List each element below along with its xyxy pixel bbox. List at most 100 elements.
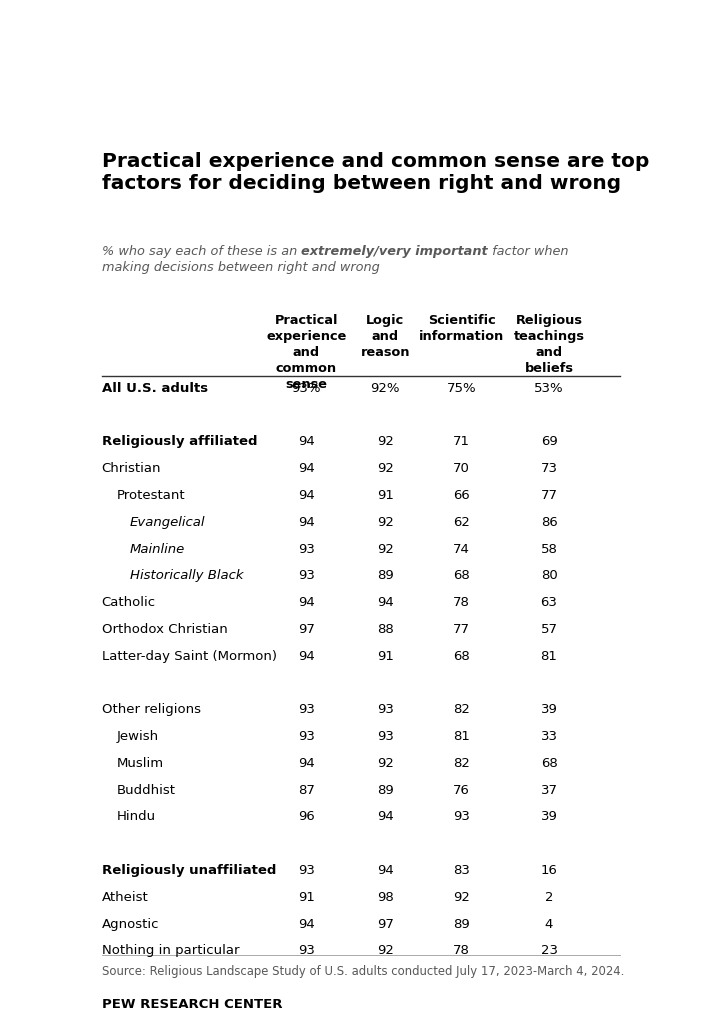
Text: 94: 94 — [298, 757, 315, 770]
Text: 68: 68 — [541, 757, 558, 770]
Text: 83: 83 — [453, 864, 470, 877]
Text: 93: 93 — [453, 810, 470, 824]
Text: 74: 74 — [453, 542, 470, 555]
Text: 86: 86 — [541, 516, 558, 529]
Text: Source: Religious Landscape Study of U.S. adults conducted July 17, 2023-March 4: Source: Religious Landscape Study of U.S… — [101, 965, 624, 978]
Text: 80: 80 — [541, 570, 558, 582]
Text: Mainline: Mainline — [130, 542, 185, 555]
Text: 92: 92 — [377, 542, 394, 555]
Text: Other religions: Other religions — [101, 703, 201, 716]
Text: 70: 70 — [453, 462, 470, 476]
Text: 39: 39 — [541, 810, 558, 824]
Text: 78: 78 — [453, 596, 470, 609]
Text: Practical
experience
and
common
sense: Practical experience and common sense — [266, 314, 346, 391]
Text: 16: 16 — [541, 864, 558, 877]
Text: 96: 96 — [298, 810, 315, 824]
Text: 94: 94 — [377, 810, 394, 824]
Text: 2: 2 — [545, 891, 553, 903]
Text: 93: 93 — [298, 944, 315, 958]
Text: Agnostic: Agnostic — [101, 918, 159, 931]
Text: 93: 93 — [377, 703, 394, 716]
Text: 92%: 92% — [370, 382, 400, 395]
Text: 93: 93 — [298, 730, 315, 743]
Text: 92: 92 — [377, 516, 394, 529]
Text: 69: 69 — [541, 436, 558, 448]
Text: 94: 94 — [298, 462, 315, 476]
Text: 81: 81 — [541, 650, 558, 663]
Text: Atheist: Atheist — [101, 891, 149, 903]
Text: Religiously unaffiliated: Religiously unaffiliated — [101, 864, 276, 877]
Text: 81: 81 — [453, 730, 470, 743]
Text: 94: 94 — [298, 650, 315, 663]
Text: extremely/very important: extremely/very important — [301, 244, 488, 258]
Text: Hindu: Hindu — [117, 810, 156, 824]
Text: 33: 33 — [541, 730, 558, 743]
Text: 88: 88 — [377, 623, 394, 636]
Text: 92: 92 — [377, 944, 394, 958]
Text: PEW RESEARCH CENTER: PEW RESEARCH CENTER — [101, 997, 282, 1011]
Text: Latter-day Saint (Mormon): Latter-day Saint (Mormon) — [101, 650, 277, 663]
Text: 37: 37 — [541, 784, 558, 797]
Text: 77: 77 — [453, 623, 470, 636]
Text: Practical experience and common sense are top
factors for deciding between right: Practical experience and common sense ar… — [101, 151, 649, 193]
Text: 93%: 93% — [291, 382, 321, 395]
Text: 78: 78 — [453, 944, 470, 958]
Text: 82: 82 — [453, 703, 470, 716]
Text: 92: 92 — [377, 757, 394, 770]
Text: 94: 94 — [298, 436, 315, 448]
Text: Nothing in particular: Nothing in particular — [101, 944, 239, 958]
Text: Orthodox Christian: Orthodox Christian — [101, 623, 227, 636]
Text: 4: 4 — [545, 918, 553, 931]
Text: 68: 68 — [453, 570, 470, 582]
Text: Scientific
information: Scientific information — [419, 314, 504, 343]
Text: 62: 62 — [453, 516, 470, 529]
Text: Muslim: Muslim — [117, 757, 164, 770]
Text: 53%: 53% — [534, 382, 564, 395]
Text: 39: 39 — [541, 703, 558, 716]
Text: 94: 94 — [377, 596, 394, 609]
Text: 93: 93 — [298, 864, 315, 877]
Text: 97: 97 — [377, 918, 394, 931]
Text: All U.S. adults: All U.S. adults — [101, 382, 208, 395]
Text: % who say each of these is an: % who say each of these is an — [101, 244, 301, 258]
Text: 92: 92 — [453, 891, 470, 903]
Text: Buddhist: Buddhist — [117, 784, 176, 797]
Text: 58: 58 — [541, 542, 558, 555]
Text: 98: 98 — [377, 891, 394, 903]
Text: 68: 68 — [453, 650, 470, 663]
Text: 94: 94 — [298, 516, 315, 529]
Text: Catholic: Catholic — [101, 596, 156, 609]
Text: 92: 92 — [377, 462, 394, 476]
Text: 77: 77 — [541, 489, 558, 502]
Text: 94: 94 — [298, 489, 315, 502]
Text: Religious
teachings
and
beliefs: Religious teachings and beliefs — [513, 314, 584, 375]
Text: 93: 93 — [298, 542, 315, 555]
Text: 71: 71 — [453, 436, 470, 448]
Text: Religiously affiliated: Religiously affiliated — [101, 436, 257, 448]
Text: 73: 73 — [541, 462, 558, 476]
Text: 91: 91 — [377, 650, 394, 663]
Text: factor when: factor when — [488, 244, 568, 258]
Text: 91: 91 — [298, 891, 315, 903]
Text: Christian: Christian — [101, 462, 161, 476]
Text: 89: 89 — [377, 570, 394, 582]
Text: 94: 94 — [298, 596, 315, 609]
Text: 89: 89 — [453, 918, 470, 931]
Text: 94: 94 — [298, 918, 315, 931]
Text: 57: 57 — [541, 623, 558, 636]
Text: 92: 92 — [377, 436, 394, 448]
Text: Historically Black: Historically Black — [130, 570, 244, 582]
Text: Jewish: Jewish — [117, 730, 159, 743]
Text: Evangelical: Evangelical — [130, 516, 206, 529]
Text: 93: 93 — [377, 730, 394, 743]
Text: 97: 97 — [298, 623, 315, 636]
Text: 93: 93 — [298, 570, 315, 582]
Text: 91: 91 — [377, 489, 394, 502]
Text: 76: 76 — [453, 784, 470, 797]
Text: Protestant: Protestant — [117, 489, 186, 502]
Text: 93: 93 — [298, 703, 315, 716]
Text: 66: 66 — [453, 489, 470, 502]
Text: 23: 23 — [541, 944, 558, 958]
Text: 63: 63 — [541, 596, 558, 609]
Text: 94: 94 — [377, 864, 394, 877]
